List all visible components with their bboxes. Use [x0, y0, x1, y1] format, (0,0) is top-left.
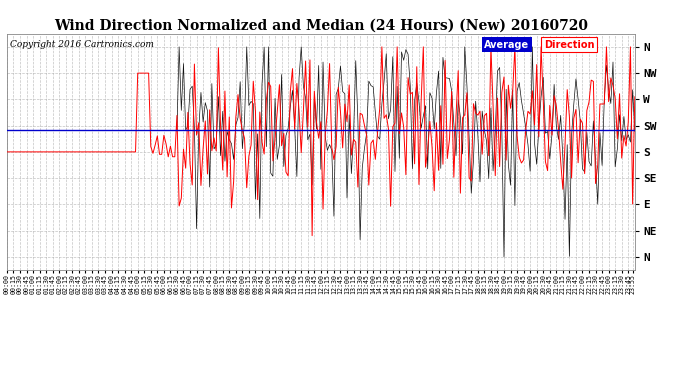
Text: Copyright 2016 Cartronics.com: Copyright 2016 Cartronics.com	[10, 40, 154, 49]
Title: Wind Direction Normalized and Median (24 Hours) (New) 20160720: Wind Direction Normalized and Median (24…	[54, 19, 588, 33]
Text: Average: Average	[484, 40, 529, 50]
Text: Direction: Direction	[544, 40, 594, 50]
